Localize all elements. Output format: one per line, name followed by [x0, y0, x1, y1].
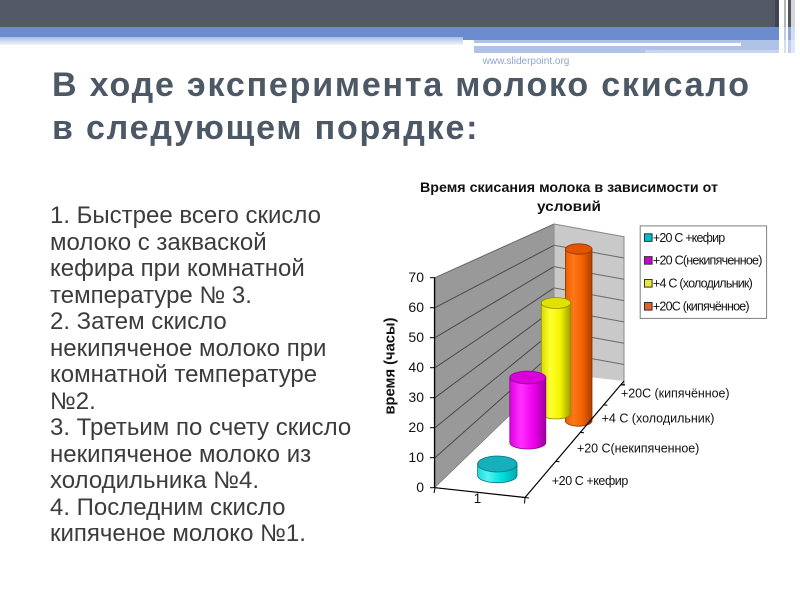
svg-text:+4 С (холодильник): +4 С (холодильник): [653, 277, 753, 291]
svg-text:40: 40: [408, 359, 424, 375]
svg-text:+20С (кипячённое): +20С (кипячённое): [653, 300, 750, 314]
svg-text:30: 30: [408, 389, 424, 405]
svg-text:+20С (кипячённое): +20С (кипячённое): [621, 387, 730, 401]
svg-text:10: 10: [408, 449, 424, 465]
svg-text:условий: условий: [537, 198, 601, 214]
svg-text:70: 70: [408, 269, 424, 285]
svg-text:+20 С +кефир: +20 С +кефир: [653, 231, 725, 245]
svg-text:60: 60: [408, 299, 424, 315]
svg-text:+4 С (холодильник): +4 С (холодильник): [602, 412, 715, 426]
svg-text:0: 0: [416, 479, 424, 495]
svg-text:время (часы): время (часы): [383, 317, 399, 414]
svg-text:+20 С(некипяченное): +20 С(некипяченное): [577, 442, 699, 456]
svg-text:+20 С +кефир: +20 С +кефир: [552, 474, 629, 488]
svg-text:+20 С(некипяченное): +20 С(некипяченное): [653, 254, 763, 268]
svg-text:50: 50: [408, 329, 424, 345]
svg-text:Время скисания молока в зависи: Время скисания молока в зависимости от: [420, 179, 718, 195]
svg-text:1: 1: [474, 491, 482, 506]
svg-text:20: 20: [408, 419, 424, 435]
